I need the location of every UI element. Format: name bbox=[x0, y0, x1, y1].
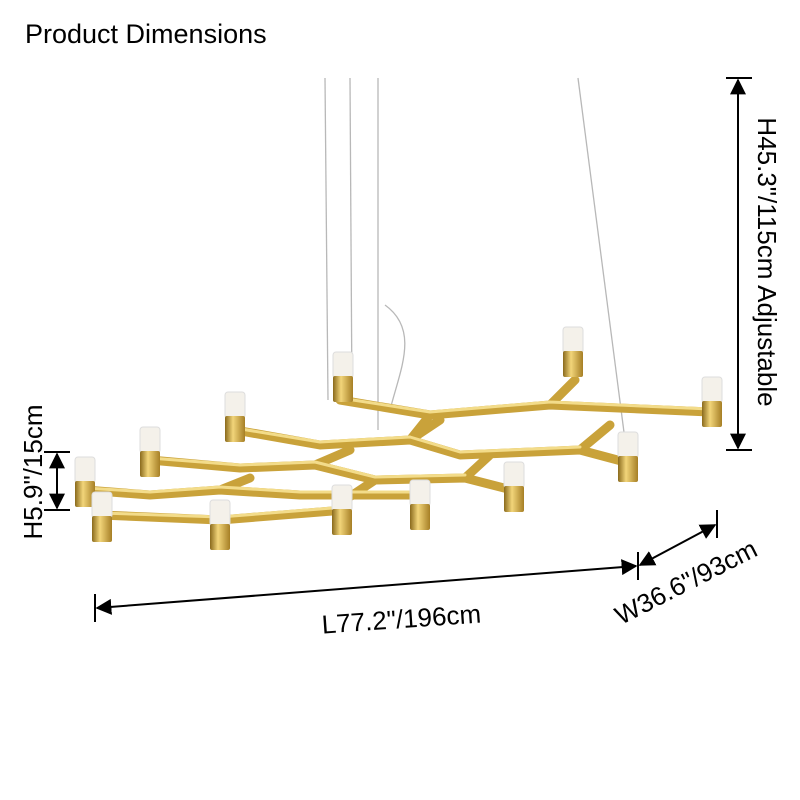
candle-part bbox=[75, 481, 95, 507]
candle-part bbox=[140, 451, 160, 477]
candle-part bbox=[504, 486, 524, 512]
candle-part bbox=[209, 499, 231, 527]
candle-part bbox=[332, 509, 352, 535]
candle-part bbox=[74, 456, 96, 484]
candle-part bbox=[139, 426, 161, 454]
candle-part bbox=[409, 479, 431, 507]
candle-part bbox=[702, 401, 722, 427]
candles bbox=[74, 326, 723, 550]
height-label: H5.9"/15cm bbox=[18, 405, 48, 540]
chandelier-frame bbox=[80, 375, 715, 525]
candle-part bbox=[331, 484, 353, 512]
candle-part bbox=[92, 516, 112, 542]
length-label: L77.2"/196cm bbox=[321, 598, 482, 639]
candle-part bbox=[225, 416, 245, 442]
candle-part bbox=[503, 461, 525, 489]
candle-part bbox=[618, 456, 638, 482]
candle-part bbox=[617, 431, 639, 459]
candle-part bbox=[224, 391, 246, 419]
candle-part bbox=[410, 504, 430, 530]
candle-part bbox=[562, 326, 584, 354]
dimension-arrows bbox=[44, 77, 752, 622]
width-label: W36.6"/93cm bbox=[610, 533, 762, 630]
candle-part bbox=[91, 491, 113, 519]
candle-part bbox=[701, 376, 723, 404]
candle-part bbox=[333, 376, 353, 402]
wires bbox=[324, 77, 626, 441]
height-adjustable-label: H45.3"/115cm Adjustable bbox=[752, 117, 782, 406]
title: Product Dimensions bbox=[25, 19, 267, 49]
candle-part bbox=[210, 524, 230, 550]
candle-part bbox=[563, 351, 583, 377]
candle-part bbox=[332, 351, 354, 379]
